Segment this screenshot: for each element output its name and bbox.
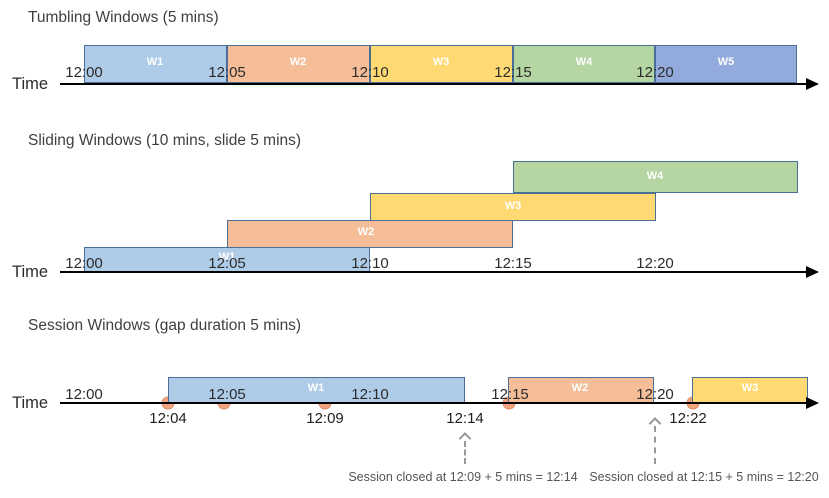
sliding-window-w3	[370, 193, 656, 221]
tumbling-window-w4	[513, 45, 655, 83]
tumbling-tick: 12:00	[65, 64, 103, 81]
tumbling-window-w1	[84, 45, 227, 83]
sliding-tick: 12:20	[636, 255, 674, 272]
session-window-label: W2	[571, 382, 589, 394]
session-window-label: W1	[307, 382, 325, 394]
event-time-label: 12:22	[669, 410, 707, 427]
sliding-tick: 12:05	[208, 255, 246, 272]
tumbling-window-label: W2	[289, 56, 307, 68]
sliding-window-label: W2	[357, 226, 375, 238]
sliding-window-w4	[513, 161, 798, 193]
tumbling-time-axis-label: Time	[12, 75, 49, 93]
tumbling-tick: 12:15	[494, 64, 532, 81]
session-window-label: W3	[741, 382, 759, 394]
sliding-timeline	[60, 271, 807, 273]
sliding-tick: 12:10	[351, 255, 389, 272]
session-tick: 12:00	[65, 386, 103, 403]
sliding-window-label: W3	[504, 200, 522, 212]
session-tick: 12:20	[636, 386, 674, 403]
sliding-tick: 12:15	[494, 255, 532, 272]
sliding-window-label: W4	[646, 170, 664, 182]
annotation-dashed-line	[464, 441, 466, 464]
tumbling-tick: 12:10	[351, 64, 389, 81]
event-time-label: 12:04	[149, 410, 187, 427]
session-title: Session Windows (gap duration 5 mins)	[28, 317, 302, 334]
sliding-window-w1	[84, 247, 370, 272]
session-closed-annotation: Session closed at 12:15 + 5 mins = 12:20	[589, 470, 819, 484]
tumbling-window-w3	[370, 45, 513, 83]
tumbling-window-w5	[655, 45, 797, 83]
timeline-arrow-icon	[806, 78, 819, 90]
tumbling-window-w2	[227, 45, 370, 83]
event-time-label: 12:14	[446, 410, 484, 427]
tumbling-window-label: W5	[717, 56, 735, 68]
sliding-window-w2	[227, 220, 513, 248]
session-timeline	[60, 402, 807, 404]
sliding-window-label: W1	[218, 251, 236, 263]
tumbling-window-label: W3	[432, 56, 450, 68]
session-tick: 12:05	[208, 386, 246, 403]
tumbling-tick: 12:20	[636, 64, 674, 81]
tumbling-title: Tumbling Windows (5 mins)	[28, 9, 219, 26]
tumbling-tick: 12:05	[208, 64, 246, 81]
sliding-time-axis-label: Time	[12, 263, 49, 281]
session-closed-annotation: Session closed at 12:09 + 5 mins = 12:14	[348, 470, 578, 484]
session-time-axis-label: Time	[12, 394, 49, 412]
sliding-title: Sliding Windows (10 mins, slide 5 mins)	[28, 132, 302, 149]
tumbling-window-label: W4	[575, 56, 593, 68]
event-time-label: 12:09	[306, 410, 344, 427]
sliding-tick: 12:00	[65, 255, 103, 272]
annotation-dashed-line	[654, 426, 656, 464]
session-tick: 12:15	[491, 386, 529, 403]
timeline-arrow-icon	[806, 266, 819, 278]
tumbling-window-label: W1	[146, 56, 164, 68]
tumbling-timeline	[60, 83, 807, 85]
timeline-arrow-icon	[806, 397, 819, 409]
session-tick: 12:10	[351, 386, 389, 403]
